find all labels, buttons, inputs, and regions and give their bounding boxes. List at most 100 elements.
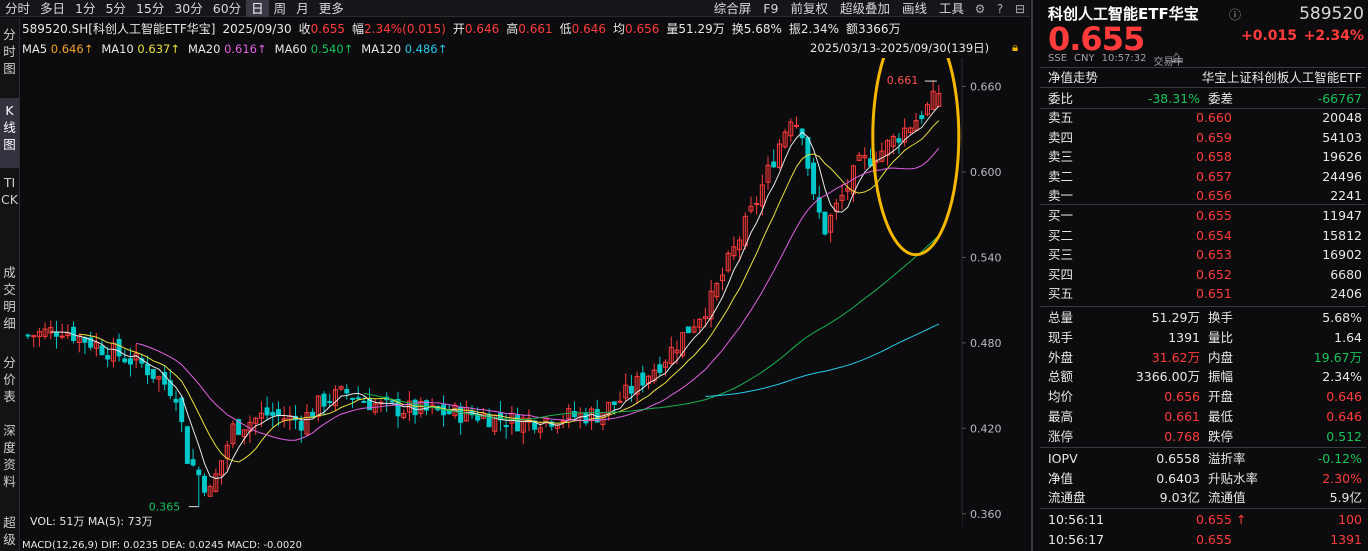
vol-indicator-label: VOL: 51万 MA(5): 73万	[30, 515, 153, 528]
candle-body	[907, 127, 913, 133]
nav-row[interactable]: 净值走势 华宝上证科创板人工智能ETF	[1036, 68, 1368, 87]
level-price: 0.655	[1196, 208, 1232, 223]
sidebar-item[interactable]: TICK	[1, 175, 18, 207]
tab-period[interactable]: 15分	[135, 0, 165, 16]
stat-value: 9.03亿	[1159, 490, 1200, 505]
order-book-row[interactable]: 买五 0.651 2406	[1036, 284, 1368, 303]
candle-body	[486, 413, 492, 428]
stat-value: 0.656	[1164, 389, 1200, 405]
lock-icon[interactable]: 🔒︎	[1012, 40, 1019, 54]
tab-period[interactable]: 更多	[318, 0, 344, 16]
order-book-row[interactable]: 卖二 0.657 24496	[1036, 167, 1368, 186]
low-label: 低	[559, 22, 572, 36]
kline-chart[interactable]: 0.660 0.600 0.540 0.480 0.420 0.360 0.661 0.365…	[22, 16, 1028, 528]
sidebar-item[interactable]: 分价表	[3, 355, 16, 404]
tab-period[interactable]: 日	[246, 0, 269, 17]
tab-period[interactable]: 月	[296, 0, 309, 16]
tab-period[interactable]: 多日	[40, 0, 66, 16]
toolbar-button[interactable]: 综合屏	[713, 1, 752, 16]
stat-value: 0.6558	[1156, 451, 1200, 466]
vol-value: 51.29万	[678, 22, 725, 36]
order-book-row[interactable]: 买一 0.655 11947	[1036, 206, 1368, 225]
tab-period[interactable]: 1分	[75, 0, 96, 16]
candle-body	[367, 398, 373, 411]
sidebar-item[interactable]: 分时图	[3, 27, 16, 76]
sidebar-item[interactable]: 成交明细	[3, 265, 16, 331]
candle-body	[349, 397, 355, 400]
toolbar-button[interactable]: 超级叠加	[839, 1, 890, 16]
toolbar-button[interactable]: F9	[763, 1, 779, 16]
help-icon[interactable]: ?	[996, 1, 1004, 16]
candle-body	[606, 401, 612, 416]
order-book-row[interactable]: 卖四 0.659 54103	[1036, 128, 1368, 147]
ma120-label: MA120	[361, 41, 402, 56]
candle-body	[105, 355, 111, 360]
close-value: 0.655	[310, 22, 345, 36]
level-label: 卖四	[1048, 129, 1074, 145]
stat-value: 31.62万	[1151, 349, 1200, 365]
stat-label: 总量	[1048, 310, 1074, 325]
nav-trend-link[interactable]: 净值走势	[1048, 70, 1099, 85]
ma20-value: 0.616↑	[224, 41, 267, 56]
bell-icon[interactable]: 🔔︎	[1170, 53, 1183, 64]
tab-period[interactable]: 5分	[105, 0, 126, 16]
tick-row: 10:56:17 0.655 1391	[1036, 530, 1368, 549]
expand-icon[interactable]: ⊟	[1014, 1, 1026, 16]
settings-icon[interactable]: ⚙	[974, 1, 986, 16]
stat-value: 0.512	[1326, 428, 1362, 444]
tick-arrow: ↑	[1236, 512, 1247, 527]
candle-body	[674, 349, 680, 354]
candle-body	[179, 397, 185, 423]
weicha-value: -66767	[1317, 91, 1362, 106]
candle-body	[167, 380, 173, 396]
level-volume: 15812	[1322, 227, 1362, 243]
candle-body	[776, 143, 782, 168]
weicha-label: 委差	[1208, 91, 1234, 106]
info-icon[interactable]: ⓘ	[1229, 8, 1242, 22]
sidebar-item[interactable]: 深度资料	[3, 423, 16, 489]
candle-body	[759, 184, 765, 207]
tab-period[interactable]: 60分	[212, 0, 242, 16]
candle-body	[617, 400, 623, 403]
ma-line	[79, 120, 940, 463]
kline-svg[interactable]: 0.660 0.600 0.540 0.480 0.420 0.360 0.661 0.365…	[22, 16, 1028, 528]
panel-divider[interactable]	[1031, 0, 1033, 551]
candle-body	[924, 104, 930, 115]
order-book-row[interactable]: 买三 0.653 16902	[1036, 245, 1368, 264]
candle-body	[42, 328, 48, 337]
order-book-row[interactable]: 卖五 0.660 20048	[1036, 108, 1368, 127]
stat-label: 最低	[1208, 409, 1234, 424]
toolbar-button[interactable]: 画线	[901, 1, 927, 16]
candle-body	[794, 124, 799, 127]
stat-value: -0.12%	[1317, 451, 1362, 466]
candle-body	[663, 361, 669, 368]
candle-body	[116, 338, 122, 357]
sidebar-item[interactable]: K线图	[0, 98, 19, 168]
candle-body	[919, 114, 925, 120]
level-volume: 2406	[1330, 286, 1362, 301]
index-name: 华宝上证科创板人工智能ETF	[1201, 70, 1362, 85]
tab-period[interactable]: 30分	[174, 0, 203, 16]
divider	[1040, 204, 1366, 205]
order-book-row[interactable]: 卖一 0.656 2241	[1036, 186, 1368, 205]
toolbar-button[interactable]: 前复权	[790, 1, 828, 16]
candle-body	[628, 385, 634, 394]
order-book-row[interactable]: 买四 0.652 6680	[1036, 265, 1368, 284]
candle-body	[219, 460, 225, 476]
max-price-label: 0.661	[887, 74, 919, 87]
sidebar-item[interactable]: 超级	[3, 515, 16, 547]
toolbar-button[interactable]: 工具	[938, 1, 964, 16]
stat-row: 外盘 31.62万 内盘 19.67万	[1036, 348, 1368, 367]
order-book-row[interactable]: 卖三 0.658 19626	[1036, 147, 1368, 166]
stat-label: 流通盘	[1048, 490, 1086, 505]
level-volume: 11947	[1322, 208, 1362, 223]
ma10-value: 0.637↑	[137, 41, 180, 56]
level-volume: 16902	[1322, 247, 1362, 262]
tab-period[interactable]: 分时	[5, 0, 31, 16]
tab-period[interactable]: 周	[273, 0, 287, 16]
ma60-value: 0.540↑	[310, 41, 354, 56]
order-book-row[interactable]: 买二 0.654 15812	[1036, 226, 1368, 245]
price-change: +0.015	[1241, 28, 1298, 44]
level-price: 0.654	[1196, 227, 1232, 243]
stat-label: 涨停	[1048, 428, 1074, 444]
